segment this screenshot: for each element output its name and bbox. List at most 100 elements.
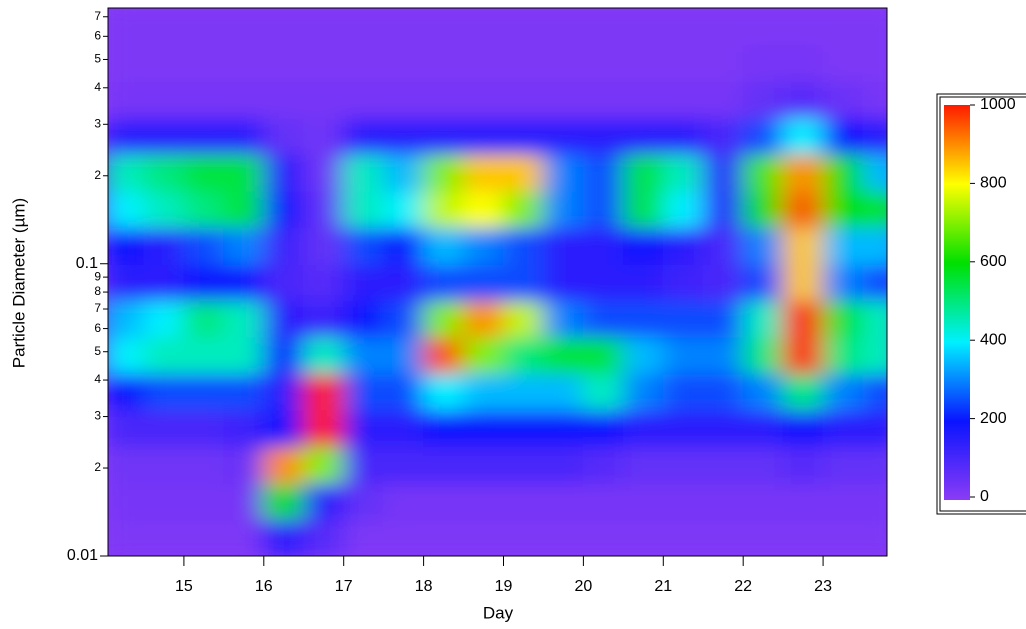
heatmap-cell — [862, 519, 887, 556]
heatmap-cell — [662, 8, 704, 46]
heatmap-cell — [343, 80, 385, 119]
x-tick-label: 20 — [574, 578, 592, 595]
heatmap-cell — [463, 262, 504, 302]
heatmap-cell — [423, 262, 465, 302]
heatmap-cell — [223, 80, 265, 119]
heatmap-cell — [662, 262, 704, 302]
heatmap-cell — [582, 116, 624, 155]
heatmap-cell — [502, 226, 544, 266]
heatmap-cell — [542, 189, 584, 228]
x-tick-label: 15 — [175, 578, 193, 595]
heatmap-cell — [502, 482, 544, 521]
heatmap-cell — [782, 116, 824, 155]
heatmap-cell — [862, 372, 887, 411]
heatmap-cell — [702, 372, 744, 411]
heatmap-cell — [582, 43, 624, 82]
heatmap-cell — [343, 336, 385, 375]
y-tick-label: 3 — [94, 116, 101, 130]
heatmap-cell — [303, 482, 345, 521]
heatmap-cell — [343, 116, 385, 155]
heatmap-cell — [542, 116, 584, 155]
heatmap-cell — [303, 445, 345, 484]
heatmap-cell — [702, 189, 744, 228]
x-tick-label: 22 — [734, 578, 752, 595]
heatmap-cell — [662, 116, 704, 155]
heatmap-cell — [502, 80, 544, 119]
heatmap-cell — [263, 80, 305, 119]
heatmap-cell — [463, 519, 504, 556]
heatmap-cell — [383, 519, 425, 556]
heatmap-cell — [423, 445, 465, 484]
heatmap-cell — [822, 80, 864, 119]
heatmap-cell — [822, 519, 864, 556]
heatmap-cell — [782, 299, 824, 338]
heatmap-cell — [108, 116, 145, 155]
heatmap-cell — [822, 153, 864, 192]
heatmap-cell — [582, 409, 624, 448]
heatmap-cell — [662, 43, 704, 82]
heatmap-cell — [502, 153, 544, 192]
heatmap-cell — [463, 80, 504, 119]
heatmap-cell — [582, 153, 624, 192]
heatmap-cell — [862, 445, 887, 484]
heatmap-cell — [862, 189, 887, 228]
heatmap-cell — [263, 153, 305, 192]
heatmap-cell — [423, 519, 465, 556]
heatmap-cell — [822, 372, 864, 411]
heatmap-cell — [143, 336, 185, 375]
heatmap-cell — [822, 189, 864, 228]
colorbar-tick-label: 400 — [980, 331, 1007, 348]
heatmap — [108, 8, 887, 556]
heatmap-cell — [223, 299, 265, 338]
heatmap-cell — [622, 153, 664, 192]
heatmap-cell — [383, 116, 425, 155]
heatmap-cell — [742, 409, 784, 448]
heatmap-cell — [463, 336, 504, 375]
heatmap-cell — [502, 519, 544, 556]
heatmap-cell — [582, 519, 624, 556]
heatmap-cell — [303, 299, 345, 338]
heatmap-cell — [108, 226, 145, 266]
heatmap-cell — [822, 8, 864, 46]
heatmap-cell — [782, 153, 824, 192]
heatmap-cell — [622, 519, 664, 556]
heatmap-cell — [183, 80, 225, 119]
heatmap-cell — [108, 336, 145, 375]
heatmap-cell — [862, 336, 887, 375]
heatmap-cell — [542, 226, 584, 266]
heatmap-cell — [423, 8, 465, 46]
colorbar-tick-label: 600 — [980, 253, 1007, 270]
heatmap-cell — [343, 445, 385, 484]
heatmap-cell — [263, 43, 305, 82]
heatmap-cell — [622, 262, 664, 302]
heatmap-cell — [143, 482, 185, 521]
colorbar-tick-label: 0 — [980, 488, 989, 505]
heatmap-cell — [343, 153, 385, 192]
heatmap-cell — [223, 372, 265, 411]
heatmap-cell — [662, 482, 704, 521]
heatmap-cell — [263, 8, 305, 46]
heatmap-cell — [822, 116, 864, 155]
heatmap-cell — [303, 153, 345, 192]
heatmap-cell — [662, 226, 704, 266]
heatmap-cell — [662, 445, 704, 484]
heatmap-cell — [343, 519, 385, 556]
colorbar-tick-label: 1000 — [980, 96, 1016, 113]
heatmap-cell — [742, 372, 784, 411]
heatmap-cell — [143, 409, 185, 448]
heatmap-cell — [143, 519, 185, 556]
heatmap-cell — [143, 43, 185, 82]
heatmap-cell — [782, 372, 824, 411]
heatmap-cell — [423, 226, 465, 266]
heatmap-cell — [423, 189, 465, 228]
heatmap-cell — [383, 8, 425, 46]
x-tick-label: 16 — [255, 578, 273, 595]
y-tick-label: 7 — [94, 9, 101, 23]
y-tick-label: 0.01 — [67, 547, 98, 564]
heatmap-cell — [862, 43, 887, 82]
heatmap-cell — [108, 519, 145, 556]
heatmap-cell — [742, 482, 784, 521]
heatmap-cell — [183, 482, 225, 521]
heatmap-cell — [108, 299, 145, 338]
